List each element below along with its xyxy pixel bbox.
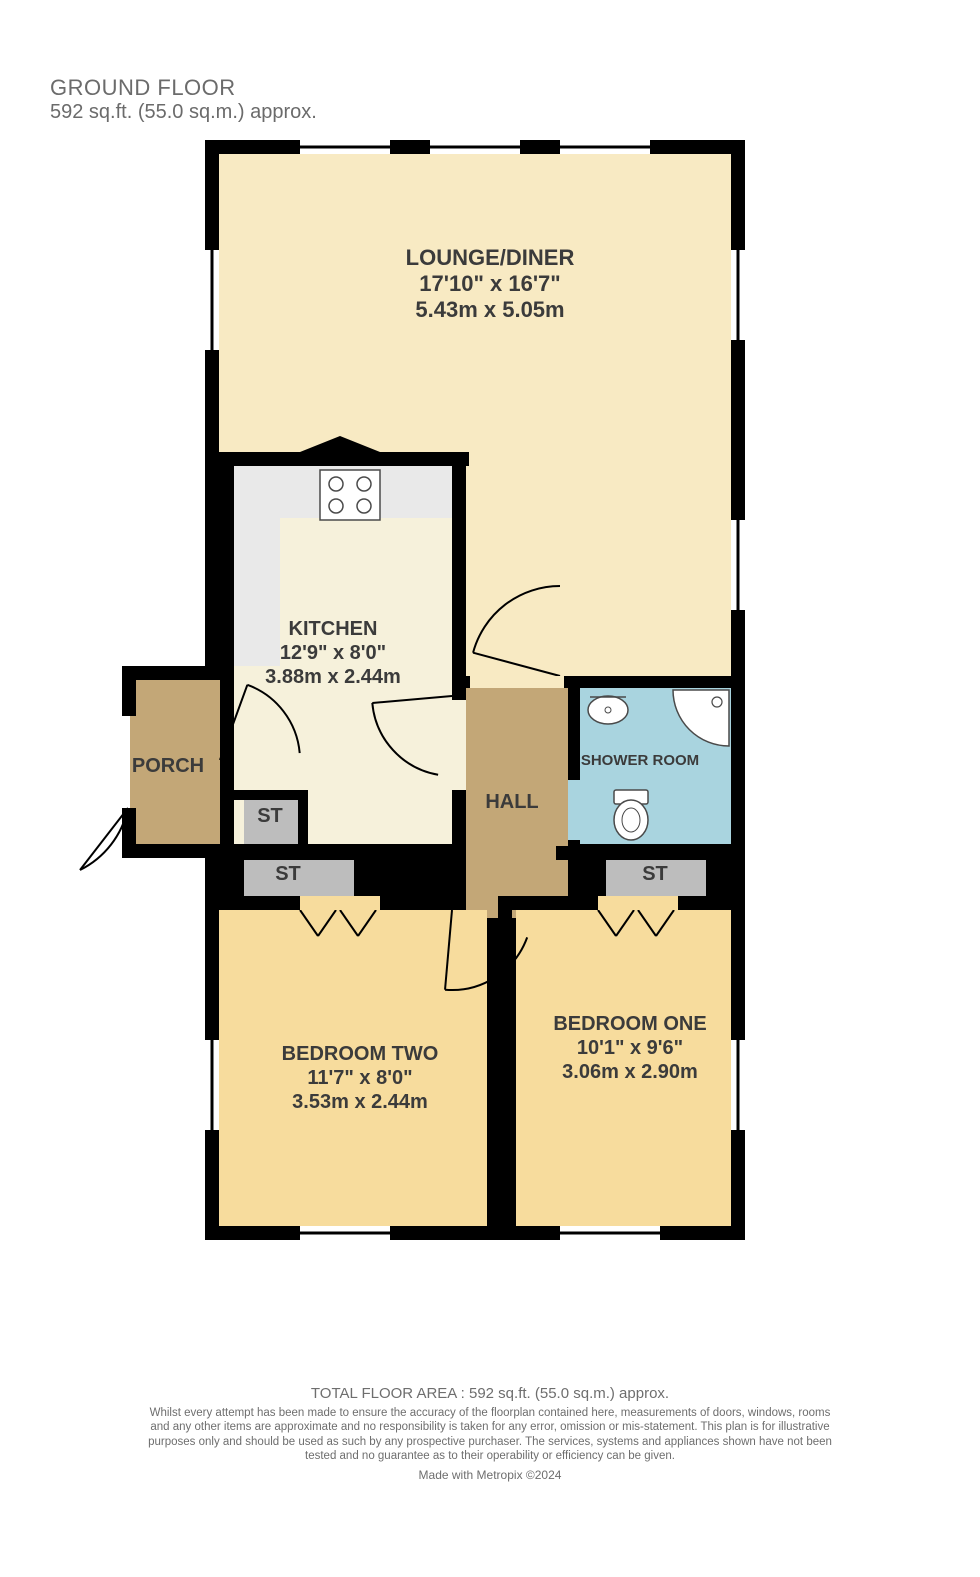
- svg-text:12'9" x 8'0": 12'9" x 8'0": [280, 642, 386, 664]
- floorplan-page: GROUND FLOOR 592 sq.ft. (55.0 sq.m.) app…: [0, 0, 980, 1577]
- svg-text:5.43m x 5.05m: 5.43m x 5.05m: [415, 297, 564, 322]
- made-with: Made with Metropix ©2024: [0, 1468, 980, 1482]
- svg-text:3.88m x 2.44m: 3.88m x 2.44m: [265, 666, 401, 688]
- floorplan-svg: LOUNGE/DINER17'10" x 16'7"5.43m x 5.05m K…: [0, 0, 980, 1577]
- total-floor-area: TOTAL FLOOR AREA : 592 sq.ft. (55.0 sq.m…: [0, 1385, 980, 1402]
- svg-text:ST: ST: [275, 863, 301, 885]
- svg-text:HALL: HALL: [485, 791, 538, 813]
- disclaimer-text: Whilst every attempt has been made to en…: [0, 1406, 980, 1464]
- svg-text:SHOWER ROOM: SHOWER ROOM: [581, 752, 699, 769]
- footer: TOTAL FLOOR AREA : 592 sq.ft. (55.0 sq.m…: [0, 1385, 980, 1482]
- svg-text:3.06m x 2.90m: 3.06m x 2.90m: [562, 1061, 698, 1083]
- svg-text:BEDROOM TWO: BEDROOM TWO: [282, 1043, 439, 1065]
- svg-text:11'7" x 8'0": 11'7" x 8'0": [307, 1067, 412, 1089]
- svg-text:KITCHEN: KITCHEN: [289, 618, 378, 640]
- svg-text:LOUNGE/DINER: LOUNGE/DINER: [406, 245, 575, 270]
- svg-text:ST: ST: [642, 863, 668, 885]
- svg-text:PORCH: PORCH: [132, 755, 204, 777]
- svg-text:17'10" x 16'7": 17'10" x 16'7": [419, 271, 560, 296]
- svg-text:BEDROOM ONE: BEDROOM ONE: [553, 1013, 706, 1035]
- floorplan-svg-wrap: LOUNGE/DINER17'10" x 16'7"5.43m x 5.05m K…: [0, 0, 980, 1577]
- svg-text:10'1" x 9'6": 10'1" x 9'6": [577, 1037, 683, 1059]
- svg-text:ST: ST: [257, 805, 283, 827]
- svg-text:3.53m x 2.44m: 3.53m x 2.44m: [292, 1091, 428, 1113]
